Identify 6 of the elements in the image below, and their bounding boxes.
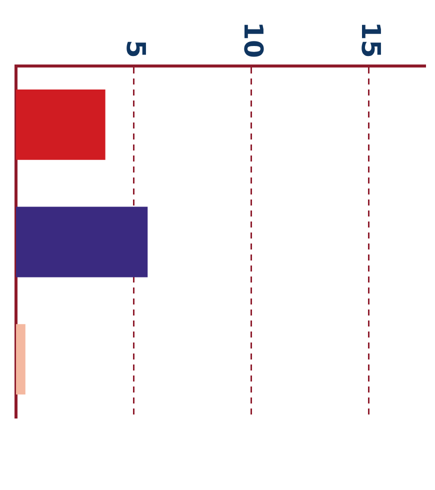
x-tick-label: 5 [120, 40, 150, 58]
bar [16, 89, 106, 160]
bar [16, 324, 26, 395]
x-tick-label: 10 [237, 22, 268, 58]
x-tick-label: 15 [354, 22, 385, 58]
bar [16, 206, 148, 278]
